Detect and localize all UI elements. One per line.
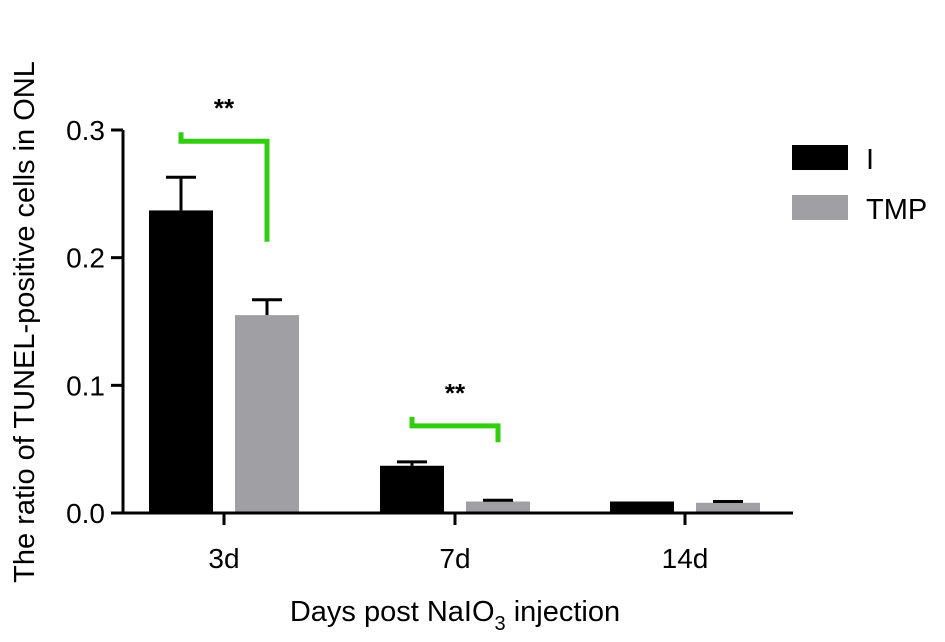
x-axis-title: Days post NaIO3 injection (290, 596, 620, 635)
y-tick-label-0.0: 0.0 (66, 498, 105, 529)
x-axis-title-subscript: 3 (495, 613, 506, 635)
bar-i-14d (610, 501, 674, 513)
legend-label-tmp: TMP (866, 194, 927, 226)
legend: I TMP (792, 144, 927, 226)
bar-tmp-7d (466, 501, 530, 513)
y-tick-label-0.2: 0.2 (66, 243, 105, 274)
significance-label-7d: ** (445, 378, 466, 408)
bar-i-7d (380, 465, 444, 513)
x-axis-title-main: Days post NaIO (290, 596, 495, 628)
plot-area: 0.0 0.1 0.2 0.3 3d 7d 14d ** ** (66, 93, 793, 574)
x-tick-label-7d: 7d (439, 543, 470, 574)
legend-swatch-i (792, 145, 848, 170)
y-tick-label-0.3: 0.3 (66, 115, 105, 146)
x-tick-label-14d: 14d (662, 543, 709, 574)
bar-i-3d (149, 210, 213, 513)
x-axis-title-tail: injection (506, 596, 620, 628)
legend-label-i: I (866, 144, 874, 176)
legend-swatch-tmp (792, 195, 848, 220)
significance-bracket-3d (178, 132, 270, 242)
significance-label-3d: ** (214, 93, 235, 123)
bar-tmp-3d (235, 315, 299, 513)
bar-tmp-14d (696, 502, 760, 513)
x-tick-label-3d: 3d (208, 543, 239, 574)
y-axis-title: The ratio of TUNEL-positive cells in ONL (9, 61, 41, 583)
significance-bracket-7d (409, 416, 501, 443)
y-tick-label-0.1: 0.1 (66, 370, 105, 401)
